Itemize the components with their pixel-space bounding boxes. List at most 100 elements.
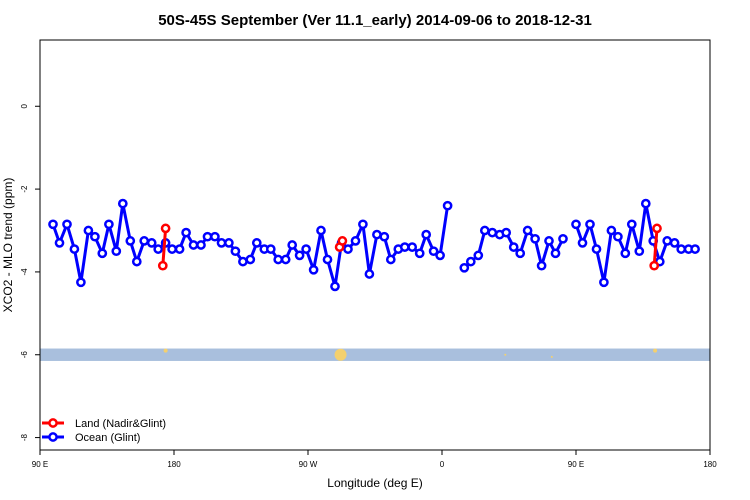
data-point-ocean: [676, 244, 687, 254]
data-point-ocean: [54, 238, 65, 248]
data-point-ocean: [316, 225, 326, 236]
data-point-ocean: [501, 227, 512, 238]
series-line-land: [161, 228, 168, 266]
data-point-ocean: [435, 250, 445, 261]
data-point-ocean: [428, 246, 439, 257]
data-point-ocean: [146, 238, 157, 248]
legend-marker-land: [48, 418, 58, 428]
data-point-ocean: [139, 236, 150, 246]
legend: Land (Nadir&Glint) Ocean (Glint): [42, 418, 166, 444]
band-marker: [504, 353, 507, 356]
data-point-ocean: [515, 248, 526, 259]
data-point-ocean: [399, 242, 410, 252]
data-point-ocean: [558, 233, 568, 244]
data-point-ocean: [287, 240, 298, 250]
data-point-ocean: [350, 236, 361, 246]
axis-layer: 90 E 180 90 W 0 90 E 180 0 -2 -4 -6 -8: [20, 39, 717, 469]
data-point-ocean: [69, 244, 80, 254]
x-tick-label: 180: [703, 460, 717, 469]
y-axis-label: XCO2 - MLO trend (ppm): [1, 178, 15, 313]
data-point-ocean: [358, 219, 368, 230]
data-point-ocean: [508, 242, 519, 252]
data-point-ocean: [301, 244, 311, 254]
data-point-ocean: [230, 246, 241, 257]
data-point-ocean: [379, 231, 390, 242]
data-point-ocean: [104, 219, 114, 230]
data-point-land: [652, 223, 662, 234]
data-point-ocean: [544, 236, 554, 246]
data-point-ocean: [181, 227, 191, 238]
data-point-ocean: [620, 248, 631, 259]
data-point-ocean: [90, 231, 100, 242]
data-point-land: [649, 260, 660, 271]
data-point-ocean: [571, 219, 581, 230]
data-point-ocean: [372, 229, 382, 240]
data-point-ocean: [97, 248, 108, 259]
data-point-ocean: [407, 242, 418, 252]
data-point-ocean: [174, 244, 185, 254]
data-point-ocean: [280, 254, 291, 265]
y-tick-label: -4: [20, 268, 29, 276]
data-point-ocean: [421, 229, 432, 240]
data-point-ocean: [585, 219, 595, 230]
data-point-ocean: [640, 198, 651, 209]
data-point-ocean: [626, 219, 637, 230]
data-point-ocean: [238, 256, 248, 267]
data-point-ocean: [330, 281, 340, 292]
data-point-ocean: [245, 254, 256, 265]
data-point-ocean: [530, 233, 540, 244]
data-point-ocean: [459, 262, 470, 273]
x-axis-label: Longitude (deg E): [327, 476, 422, 490]
data-point-ocean: [224, 238, 234, 248]
data-point-ocean: [125, 236, 136, 246]
data-point-ocean: [322, 254, 333, 265]
data-point-ocean: [442, 200, 453, 211]
data-point-ocean: [577, 238, 588, 248]
data-point-ocean: [690, 244, 700, 254]
data-point-ocean: [414, 248, 425, 259]
data-point-ocean: [251, 238, 262, 248]
data-point-ocean: [308, 264, 319, 275]
background-band: [40, 348, 710, 361]
data-point-ocean: [606, 225, 617, 236]
legend-label-ocean: Ocean (Glint): [75, 432, 140, 444]
data-point-ocean: [117, 198, 128, 209]
data-point-ocean: [364, 269, 375, 279]
data-point-ocean: [153, 244, 164, 254]
data-point-ocean: [550, 248, 561, 259]
y-tick-label: -8: [20, 433, 29, 441]
data-point-ocean: [188, 240, 199, 250]
data-point-ocean: [613, 231, 623, 242]
band-marker: [334, 348, 347, 361]
data-point-ocean: [111, 246, 122, 257]
data-point-ocean: [669, 238, 680, 248]
data-point-land: [160, 223, 171, 234]
background-band-layer: [40, 348, 710, 361]
chart-title: 50S-45S September (Ver 11.1_early) 2014-…: [158, 12, 592, 29]
data-point-ocean: [536, 260, 547, 271]
x-tick-label: 90 W: [299, 460, 318, 469]
x-tick-label: 90 E: [568, 460, 584, 469]
data-point-ocean: [473, 250, 484, 261]
data-point-ocean: [131, 256, 142, 267]
plot-frame: [39, 39, 711, 451]
data-point-ocean: [196, 240, 206, 250]
data-point-ocean: [487, 227, 498, 238]
data-point-ocean: [599, 277, 609, 288]
x-tick-label: 90 E: [32, 460, 48, 469]
series-line-land: [652, 228, 659, 266]
band-marker: [653, 348, 658, 353]
data-point-ocean: [216, 238, 227, 248]
data-point-ocean: [385, 254, 396, 265]
data-point-ocean: [591, 244, 602, 254]
y-tick-label: -6: [20, 351, 29, 359]
y-tick-label: 0: [20, 103, 29, 108]
data-point-ocean: [265, 244, 276, 254]
x-tick-label: 180: [167, 460, 181, 469]
legend-marker-ocean: [48, 432, 58, 442]
series-line-ocean: [51, 202, 450, 288]
data-point-ocean: [210, 231, 220, 242]
data-point-ocean: [465, 256, 476, 267]
data-point-land: [337, 236, 348, 246]
